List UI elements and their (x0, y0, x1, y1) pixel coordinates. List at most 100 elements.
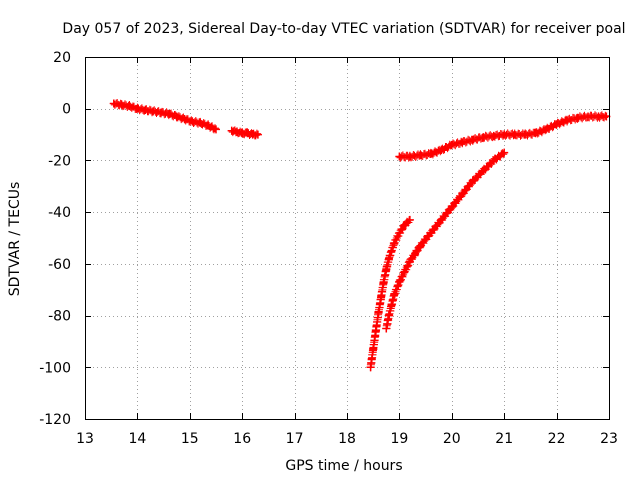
x-tick-label: 23 (600, 431, 618, 447)
x-tick-label: 14 (128, 431, 146, 447)
data-point (405, 152, 414, 161)
data-point (468, 135, 477, 144)
data-point (196, 118, 205, 127)
data-point (125, 102, 134, 111)
data-point (133, 104, 142, 113)
data-point (426, 149, 435, 158)
y-tick-label: -80 (48, 309, 71, 325)
data-point (400, 221, 409, 230)
data-point (437, 215, 446, 224)
data-point (149, 107, 158, 116)
data-point (594, 112, 603, 121)
data-point (468, 177, 477, 186)
series-5 (382, 148, 509, 333)
data-point (366, 363, 375, 372)
data-point (400, 267, 409, 276)
data-point (521, 130, 530, 139)
y-tick-label: -60 (48, 257, 71, 273)
data-point (542, 125, 551, 134)
data-point (382, 324, 391, 333)
data-point (426, 228, 435, 237)
data-point (384, 311, 393, 320)
series-3 (395, 111, 611, 162)
y-tick-label: -40 (48, 205, 71, 221)
data-point (117, 100, 126, 109)
data-point (374, 308, 383, 317)
data-point (395, 277, 404, 286)
data-point (172, 112, 181, 121)
data-point (584, 112, 593, 121)
data-point (390, 290, 399, 299)
x-tick-label: 22 (548, 431, 566, 447)
y-tick-label: 20 (53, 50, 71, 66)
grid-lines (85, 57, 609, 419)
data-point (479, 166, 488, 175)
series-1 (109, 99, 220, 134)
data-point (180, 115, 189, 124)
data-point (377, 293, 386, 302)
x-tick-label: 16 (233, 431, 251, 447)
data-point (253, 130, 262, 139)
data-point (531, 129, 540, 138)
plot-frame (85, 57, 610, 420)
data-point (188, 117, 197, 126)
y-tick-label: -20 (48, 153, 71, 169)
chart-title: Day 057 of 2023, Sidereal Day-to-day VTE… (62, 21, 625, 37)
data-point (395, 228, 404, 237)
y-tick-label: -100 (39, 360, 71, 376)
data-point (382, 265, 391, 274)
data-point (447, 202, 456, 211)
data-point (212, 125, 220, 134)
y-tick-label: -120 (39, 412, 71, 428)
axis-ticks: 13 14 15 16 17 18 19 20 21 22 23 -120 -100 -80 -60 -40 -… (39, 50, 618, 447)
data-point (479, 133, 488, 142)
data-point (390, 239, 399, 248)
data-point (573, 113, 582, 122)
data-point (411, 249, 420, 258)
data-point (384, 254, 393, 263)
data-point (552, 120, 561, 129)
data-point (395, 152, 404, 161)
data-points (109, 99, 611, 372)
x-tick-label: 15 (181, 431, 199, 447)
data-point (447, 140, 456, 149)
x-axis-label: GPS time / hours (285, 458, 402, 474)
data-point (109, 99, 118, 108)
data-point (563, 116, 572, 125)
data-point (232, 127, 241, 136)
data-point (141, 106, 150, 115)
data-point (500, 130, 509, 139)
y-tick-label: 0 (62, 102, 71, 118)
data-point (379, 277, 388, 286)
x-tick-label: 20 (443, 431, 461, 447)
data-point (416, 241, 425, 250)
data-point (371, 327, 380, 336)
data-point (416, 151, 425, 160)
data-point (405, 215, 414, 224)
data-point (500, 148, 509, 157)
data-point (405, 257, 414, 266)
data-point (458, 138, 467, 147)
data-point (164, 109, 173, 118)
data-point (156, 108, 165, 117)
data-point (510, 130, 519, 139)
data-point (437, 146, 446, 155)
data-point (489, 131, 498, 140)
series-2 (227, 126, 262, 140)
x-tick-label: 17 (286, 431, 304, 447)
x-tick-label: 21 (495, 431, 513, 447)
data-point (227, 126, 236, 135)
series-4 (366, 215, 414, 372)
data-point (243, 129, 252, 138)
data-point (489, 156, 498, 165)
data-point (387, 301, 396, 310)
x-tick-label: 19 (390, 431, 408, 447)
x-tick-label: 13 (76, 431, 94, 447)
x-tick-label: 18 (338, 431, 356, 447)
data-point (369, 345, 378, 354)
data-point (458, 190, 467, 199)
y-axis-label: SDTVAR / TECUs (7, 182, 23, 297)
data-point (204, 121, 213, 130)
